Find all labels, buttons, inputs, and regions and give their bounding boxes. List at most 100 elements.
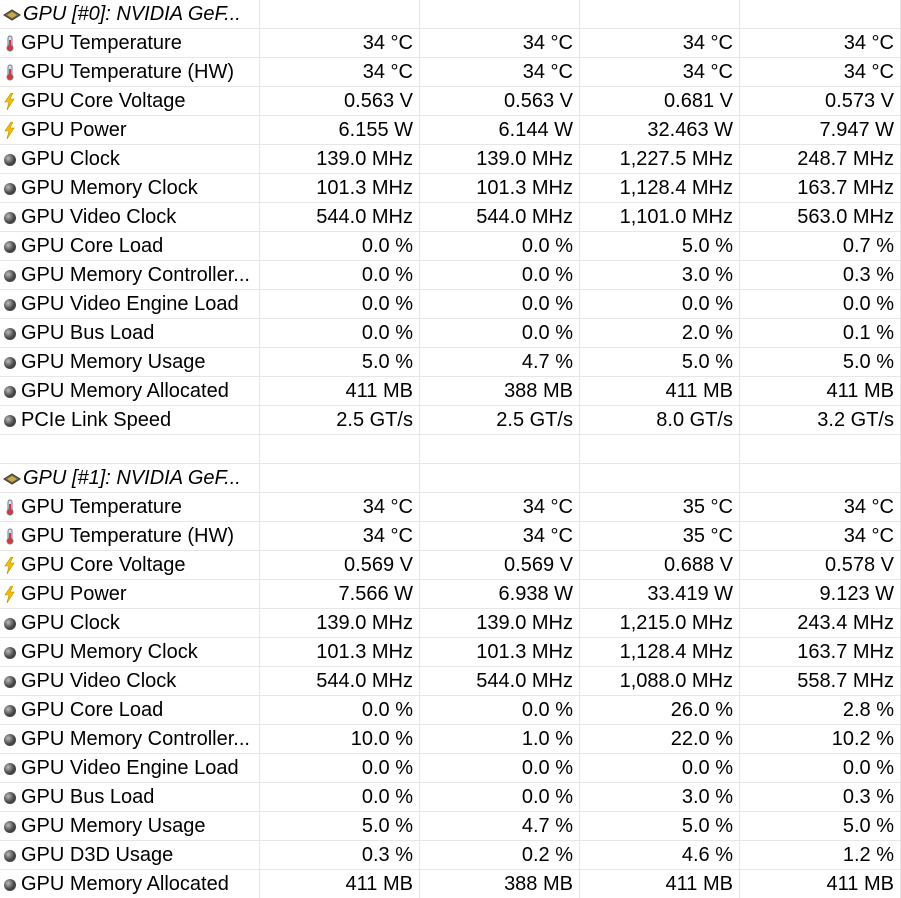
- sensor-label: GPU Temperature (HW): [21, 525, 235, 547]
- sensor-value: 0.0 %: [521, 293, 573, 315]
- value-cell: 4.6 %: [580, 841, 740, 870]
- value-cell: [740, 464, 901, 493]
- sensor-icon: [4, 734, 16, 746]
- table-row: GPU Core Load 0.0 % 0.0 % 5.0 % 0.7 %: [0, 232, 901, 261]
- value-cell: 5.0 %: [580, 812, 740, 841]
- value-cell: 0.0 %: [420, 696, 580, 725]
- value-cell: [740, 435, 901, 464]
- label-cell: GPU Temperature: [0, 29, 260, 58]
- value-cell: 2.8 %: [740, 696, 901, 725]
- sensor-value: 0.0 %: [842, 293, 894, 315]
- value-cell: 0.0 %: [260, 754, 420, 783]
- label-cell: GPU Core Voltage: [0, 551, 260, 580]
- value-cell: 5.0 %: [740, 812, 901, 841]
- sensor-value: 0.0 %: [681, 293, 733, 315]
- sensor-label: GPU Bus Load: [21, 786, 155, 808]
- sensor-value: 0.0 %: [521, 699, 573, 721]
- sensor-icon: [4, 586, 15, 603]
- sensor-icon: [4, 557, 15, 574]
- sensor-icon: [3, 473, 21, 485]
- value-cell: 2.5 GT/s: [260, 406, 420, 435]
- sensor-value: 34 °C: [362, 32, 413, 54]
- sensor-label: GPU Power: [21, 583, 127, 605]
- value-cell: 7.566 W: [260, 580, 420, 609]
- sensor-label: GPU D3D Usage: [21, 844, 174, 866]
- value-cell: 544.0 MHz: [260, 667, 420, 696]
- sensor-value: 3.0 %: [681, 786, 733, 808]
- sensor-value: 34 °C: [843, 525, 894, 547]
- sensor-value: 35 °C: [682, 496, 733, 518]
- sensor-value: 2.0 %: [681, 322, 733, 344]
- value-cell: 2.5 GT/s: [420, 406, 580, 435]
- value-cell: 0.2 %: [420, 841, 580, 870]
- value-cell: 32.463 W: [580, 116, 740, 145]
- sensor-value: 5.0 %: [361, 815, 413, 837]
- table-row: GPU D3D Usage 0.3 % 0.2 % 4.6 % 1.2 %: [0, 841, 901, 870]
- sensor-label: GPU Memory Controller...: [21, 728, 250, 750]
- sensor-value: 22.0 %: [670, 728, 733, 750]
- sensor-value: 2.5 GT/s: [496, 409, 573, 431]
- sensor-value: 34 °C: [843, 61, 894, 83]
- sensor-value: 0.0 %: [361, 322, 413, 344]
- table-row: GPU Temperature (HW) 34 °C 34 °C 35 °C 34 °C: [0, 522, 901, 551]
- sensor-value: 26.0 %: [670, 699, 733, 721]
- sensor-value: 248.7 MHz: [797, 148, 894, 170]
- value-cell: 1,215.0 MHz: [580, 609, 740, 638]
- value-cell: 26.0 %: [580, 696, 740, 725]
- sensor-value: 101.3 MHz: [476, 177, 573, 199]
- sensor-value: 34 °C: [522, 496, 573, 518]
- table-row: GPU Memory Allocated 411 MB 388 MB 411 MB 41…: [0, 377, 901, 406]
- sensor-value: 139.0 MHz: [316, 612, 413, 634]
- label-cell: GPU D3D Usage: [0, 841, 260, 870]
- label-cell: GPU Bus Load: [0, 783, 260, 812]
- value-cell: [580, 435, 740, 464]
- sensor-value: 388 MB: [504, 873, 573, 895]
- sensor-value: 8.0 GT/s: [656, 409, 733, 431]
- value-cell: [580, 0, 740, 29]
- table-row: GPU Core Voltage 0.569 V 0.569 V 0.688 V 0.5…: [0, 551, 901, 580]
- value-cell: 0.0 %: [260, 696, 420, 725]
- value-cell: 33.419 W: [580, 580, 740, 609]
- label-cell: GPU Bus Load: [0, 319, 260, 348]
- value-cell: 0.578 V: [740, 551, 901, 580]
- table-row: GPU Video Clock 544.0 MHz 544.0 MHz 1,088.0…: [0, 667, 901, 696]
- value-cell: 35 °C: [580, 493, 740, 522]
- sensor-value: 139.0 MHz: [476, 148, 573, 170]
- table-row: GPU Memory Controller... 10.0 % 1.0 % 22.0 …: [0, 725, 901, 754]
- value-cell: 101.3 MHz: [420, 638, 580, 667]
- sensor-value: 10.0 %: [350, 728, 413, 750]
- value-cell: 34 °C: [420, 522, 580, 551]
- sensor-value: 163.7 MHz: [797, 641, 894, 663]
- sensor-label: GPU Core Load: [21, 699, 164, 721]
- table-row: GPU [#1]: NVIDIA GeF...: [0, 464, 901, 493]
- value-cell: 6.144 W: [420, 116, 580, 145]
- sensor-value: 101.3 MHz: [476, 641, 573, 663]
- sensor-label: GPU Memory Allocated: [21, 380, 229, 402]
- sensor-value: 3.2 GT/s: [817, 409, 894, 431]
- sensor-value: 7.947 W: [819, 119, 894, 141]
- sensor-label: GPU Memory Usage: [21, 815, 206, 837]
- sensor-label: GPU Memory Usage: [21, 351, 206, 373]
- sensor-label: PCIe Link Speed: [21, 409, 172, 431]
- sensor-icon: [4, 618, 16, 630]
- sensor-label: GPU Clock: [21, 612, 120, 634]
- value-cell: 101.3 MHz: [260, 638, 420, 667]
- value-cell: 1,227.5 MHz: [580, 145, 740, 174]
- value-cell: 411 MB: [260, 377, 420, 406]
- table-row: GPU Core Load 0.0 % 0.0 % 26.0 % 2.8 %: [0, 696, 901, 725]
- sensor-value: 7.566 W: [338, 583, 413, 605]
- sensor-icon: [4, 676, 16, 688]
- value-cell: 0.0 %: [420, 232, 580, 261]
- label-cell: GPU Clock: [0, 609, 260, 638]
- table-row: GPU Power 6.155 W 6.144 W 32.463 W 7.947 W: [0, 116, 901, 145]
- value-cell: 4.7 %: [420, 348, 580, 377]
- sensor-value: 139.0 MHz: [316, 148, 413, 170]
- table-row: GPU Clock 139.0 MHz 139.0 MHz 1,215.0 MHz 24…: [0, 609, 901, 638]
- sensor-icon: [4, 879, 16, 891]
- sensor-value: 6.938 W: [498, 583, 573, 605]
- table-row: GPU Memory Allocated 411 MB 388 MB 411 MB 41…: [0, 870, 901, 898]
- sensor-value: 5.0 %: [681, 815, 733, 837]
- sensor-value: 5.0 %: [842, 815, 894, 837]
- value-cell: 10.2 %: [740, 725, 901, 754]
- value-cell: 1,088.0 MHz: [580, 667, 740, 696]
